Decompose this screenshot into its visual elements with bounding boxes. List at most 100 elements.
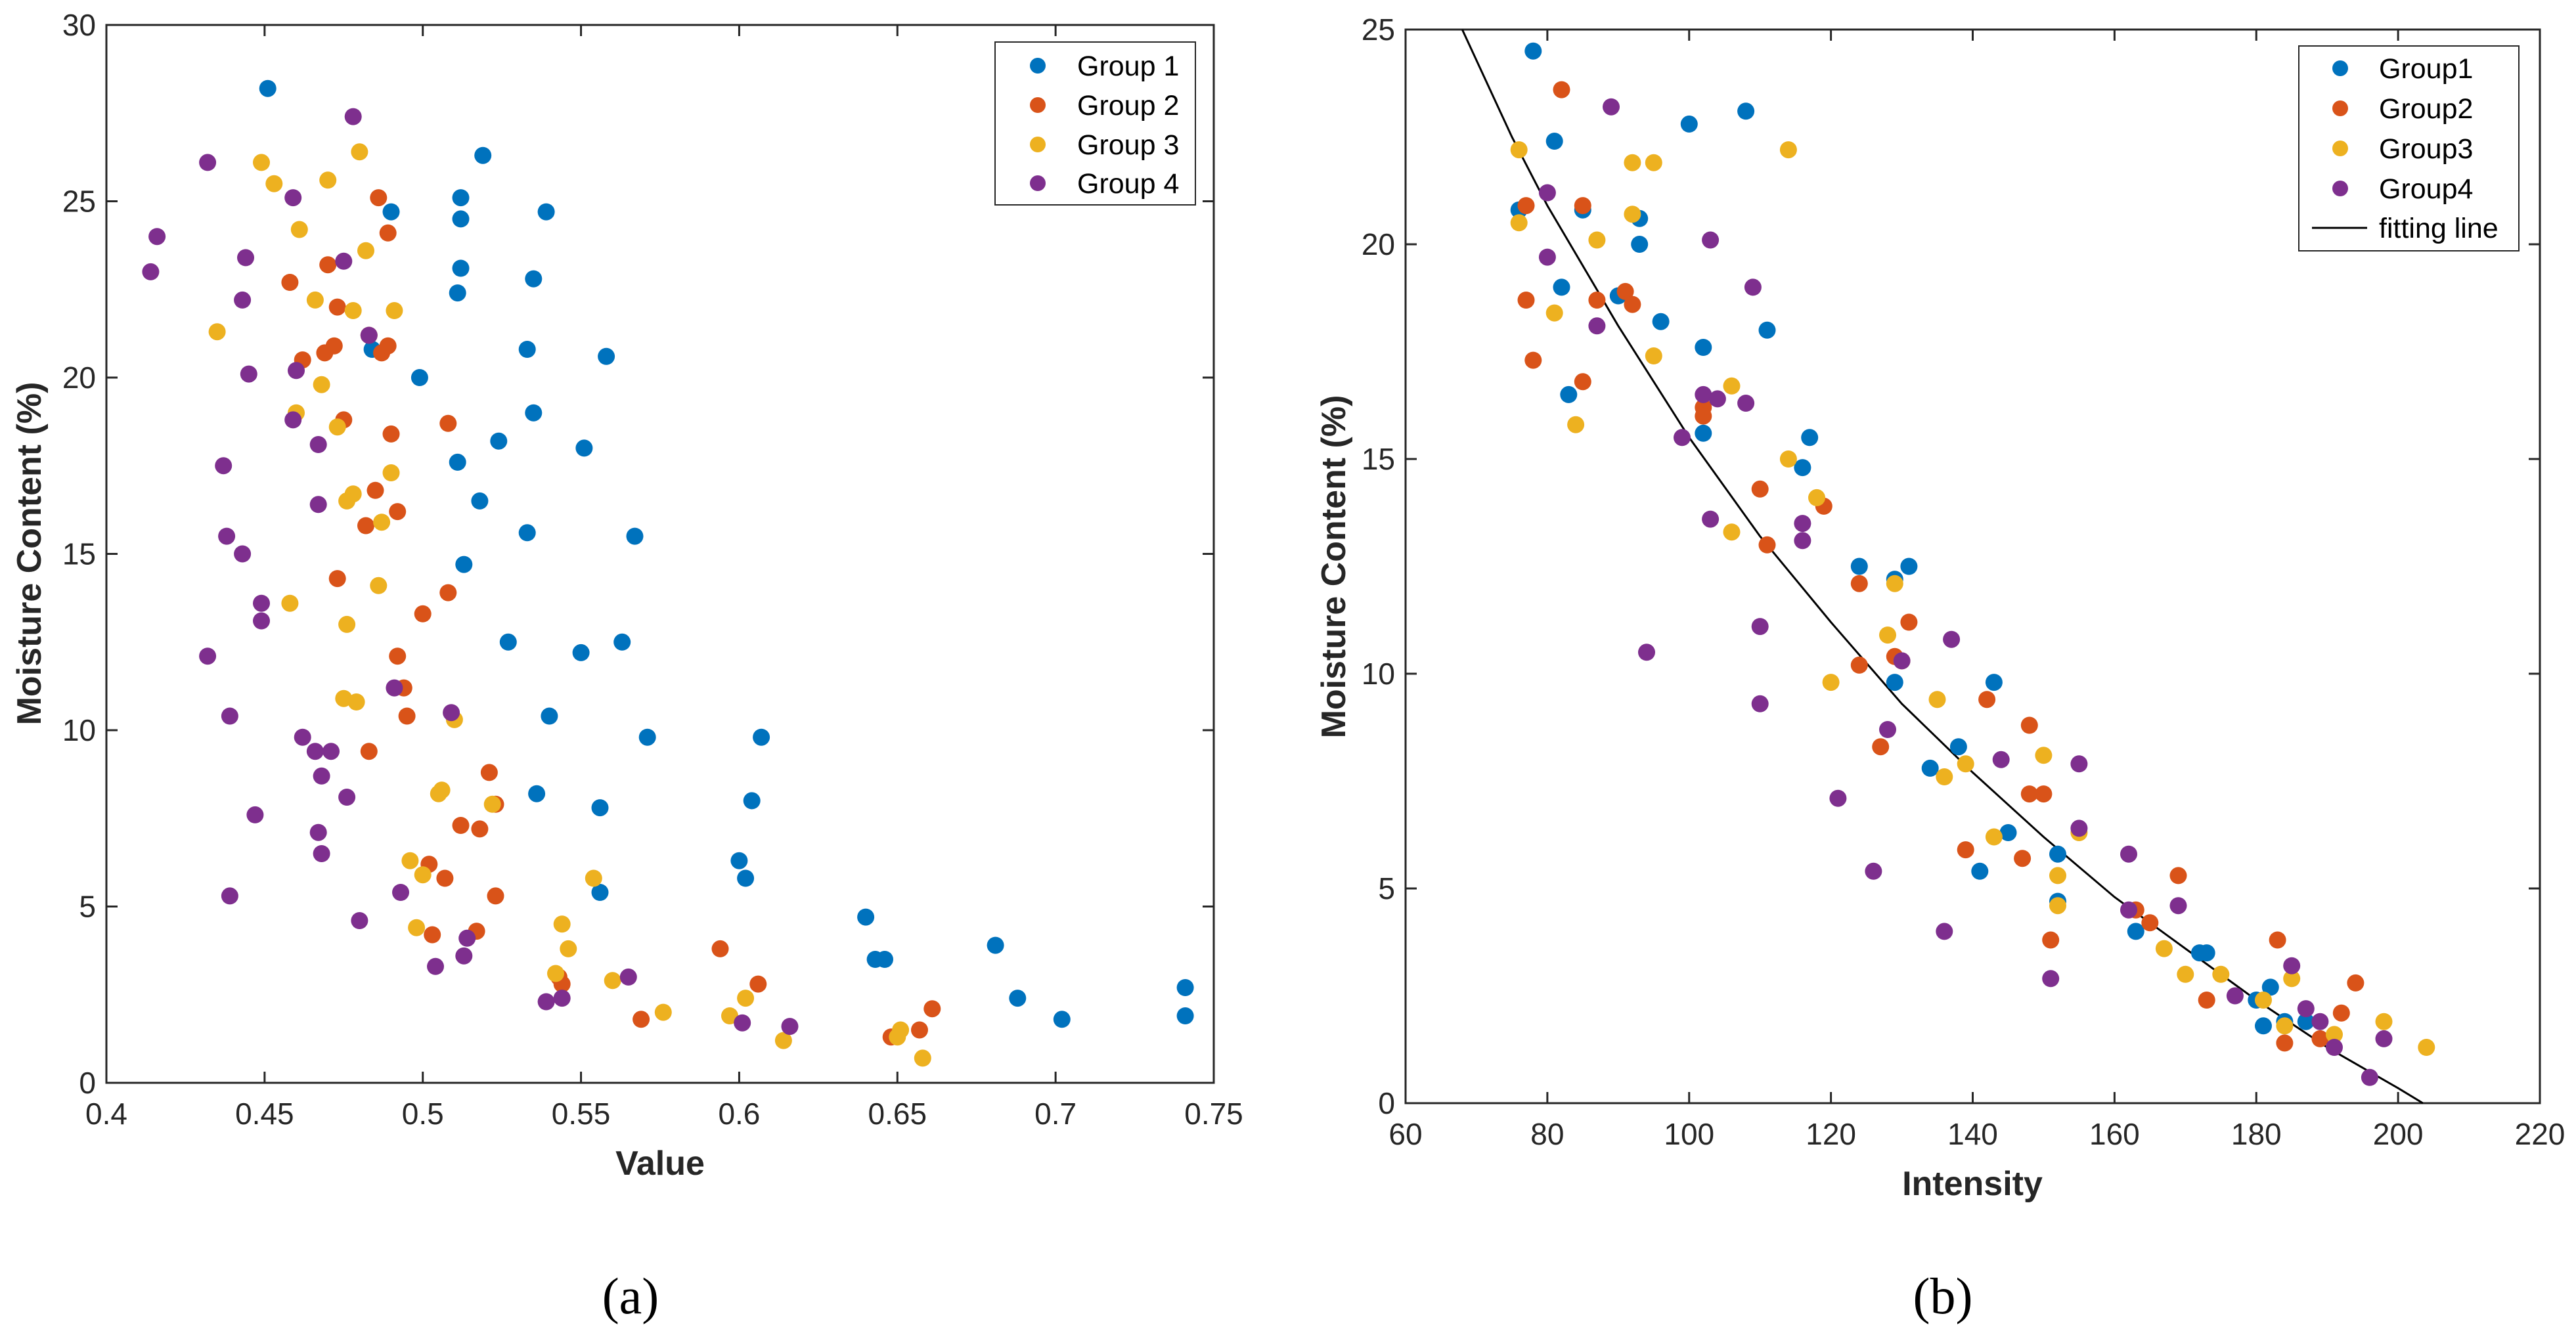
data-point [499,633,517,651]
legend-marker-b-4 [2332,181,2348,196]
data-point [344,302,362,319]
data-point [458,929,476,947]
data-point [414,605,432,623]
data-point [2297,1000,2315,1018]
data-point [1567,416,1585,433]
data-point [598,347,615,365]
data-point [604,972,621,990]
data-point [743,792,761,810]
data-point [1702,231,1720,249]
data-point [2276,1034,2294,1052]
data-point [319,171,337,189]
data-point [1517,292,1535,309]
data-point [288,362,305,380]
data-point [2141,914,2159,932]
data-point [344,108,362,125]
data-point [987,936,1004,954]
data-point [2261,978,2279,996]
data-point [911,1021,928,1039]
x-axis-label-b: Intensity [1902,1165,2043,1203]
points-b [1510,42,2435,1086]
x-tick-label: 0.45 [235,1097,294,1131]
legend-marker-a-3 [1030,137,1046,152]
data-point [474,146,492,164]
data-point [1723,523,1741,541]
data-point [452,817,470,834]
data-point [525,404,543,422]
data-point [1524,351,1542,369]
legend-label-b-4: Group4 [2379,173,2473,205]
legend-box-a [994,41,1196,206]
data-point [2020,716,2038,734]
data-point [541,707,558,725]
data-point [1603,98,1620,116]
data-point [338,789,356,806]
legend-marker-a-2 [1030,97,1046,113]
data-point [328,298,346,316]
y-axis-b: 0 5 10 15 20 25 [1362,12,2540,1120]
y-tick-label: 0 [1378,1086,1395,1120]
data-point [734,1014,751,1032]
data-point [1588,231,1606,249]
data-point [379,224,397,242]
data-point [1829,789,1847,807]
legend-label-a-1: Group 1 [1077,51,1179,82]
data-point [749,975,767,993]
y-tick-label: 20 [62,361,96,395]
data-point [2255,992,2272,1009]
data-point [386,302,403,319]
data-point [424,926,441,944]
x-tick-label: 0.5 [402,1097,444,1131]
data-point [2375,1030,2393,1047]
data-point [338,492,356,510]
data-point [265,175,283,192]
data-point [1553,81,1570,98]
data-point [1680,115,1698,133]
data-point [525,270,543,288]
data-point [1545,133,1563,150]
data-point [2169,897,2187,915]
data-point [389,503,407,521]
y-tick-label: 10 [1362,657,1395,691]
data-point [2014,850,2032,867]
data-point [1872,738,1890,756]
data-point [2255,1017,2272,1035]
data-point [335,252,353,270]
data-point [414,866,432,884]
data-point [471,820,489,838]
data-point [328,418,346,436]
data-point [1176,979,1194,996]
data-point [1758,321,1776,339]
data-point [148,228,166,246]
data-point [1737,395,1755,412]
data-point [357,517,374,535]
data-point [1538,184,1556,202]
data-point [753,728,770,746]
data-point [654,1003,672,1021]
data-point [2375,1013,2393,1030]
legend-label-fit: fitting line [2379,213,2498,244]
x-tick-label: 160 [2089,1117,2140,1151]
series-2 [1517,81,2365,1052]
y-tick-label: 0 [79,1066,96,1100]
data-point [1957,841,1974,859]
data-point [449,453,466,471]
data-point [2283,957,2301,974]
data-point [2120,901,2137,919]
data-point [1744,278,1762,296]
data-point [1574,373,1591,391]
data-point [1708,390,1726,408]
data-point [626,527,644,545]
data-point [370,189,388,207]
data-point [1652,313,1670,330]
x-tick-label: 0.4 [85,1097,127,1131]
legend-b: Group1 Group2 Group3 Group4 fitting line [2298,45,2520,251]
y-tick-label: 25 [1362,12,1395,47]
data-point [1985,828,2003,846]
data-point [1638,644,1655,661]
series-1 [259,79,1194,1028]
data-point [2042,970,2060,988]
data-point [2332,1004,2350,1022]
data-point [1588,317,1606,335]
data-point [1723,377,1741,395]
